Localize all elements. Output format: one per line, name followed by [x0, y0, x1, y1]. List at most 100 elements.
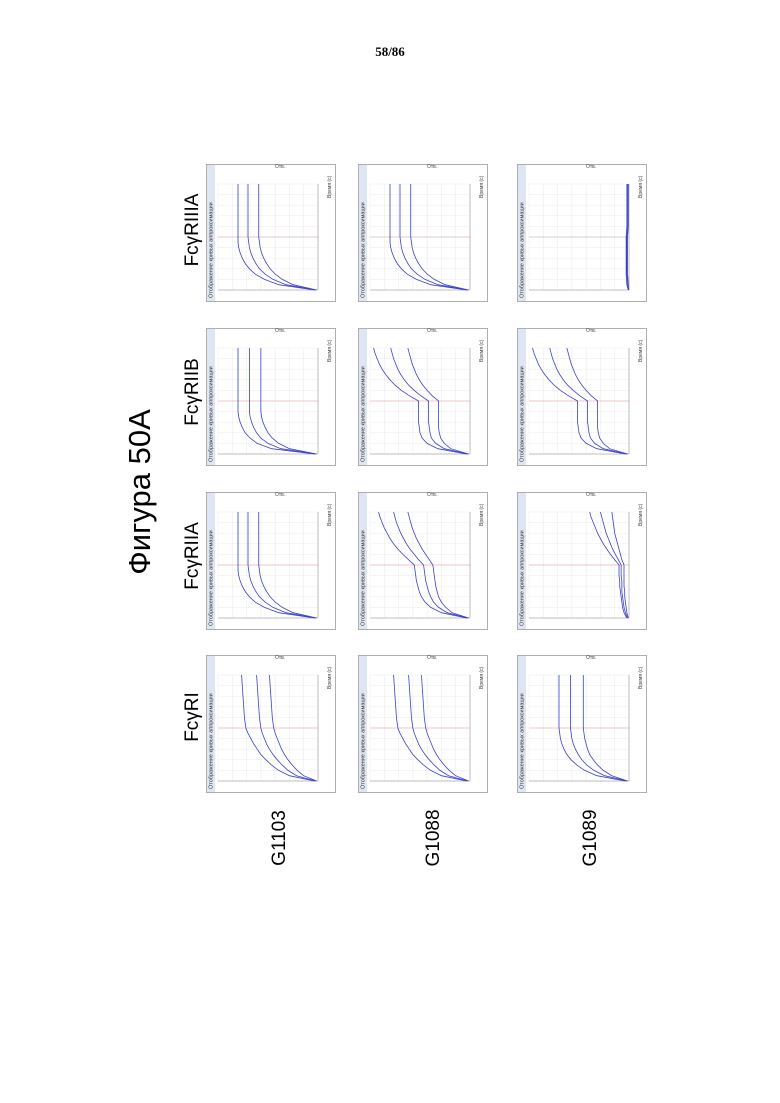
x-tick: · [319, 259, 323, 260]
x-axis-label: Время (с) [327, 175, 333, 198]
x-tick: · [319, 185, 323, 186]
x-tick: · [471, 412, 475, 413]
sensorgram-panel-g1089-fcgriib: Отображение кривых аппроксимации········… [517, 328, 647, 466]
x-axis-label: Время (с) [327, 339, 333, 362]
x-tick: · [471, 771, 475, 772]
x-tick: · [630, 513, 634, 514]
x-axis-label: Время (с) [638, 503, 644, 526]
y-axis-label: Отв. [275, 492, 285, 498]
x-tick: · [471, 555, 475, 556]
x-tick: · [471, 523, 475, 524]
y-axis-label: Отв. [586, 328, 596, 334]
x-tick: · [630, 597, 634, 598]
x-tick: · [471, 760, 475, 761]
x-tick: · [630, 444, 634, 445]
x-axis-label: Время (с) [479, 339, 485, 362]
x-tick: · [630, 238, 634, 239]
x-tick: · [471, 370, 475, 371]
sensorgram-svg: Отображение кривых аппроксимации········… [517, 328, 647, 466]
x-tick: · [471, 185, 475, 186]
panel-frame [359, 656, 488, 793]
x-axis-label: Время (с) [479, 666, 485, 689]
y-axis-label: Отв. [275, 328, 285, 334]
sensorgram-svg: Отображение кривых аппроксимации········… [358, 328, 488, 466]
x-tick: · [630, 534, 634, 535]
x-tick: · [630, 455, 634, 456]
sensorgram-panel-g1088-fcgriib: Отображение кривых аппроксимации········… [358, 328, 488, 466]
x-tick: · [630, 195, 634, 196]
panel-title: Отображение кривых аппроксимации [361, 202, 367, 298]
x-tick: · [630, 259, 634, 260]
x-tick: · [319, 444, 323, 445]
x-tick: · [630, 555, 634, 556]
x-tick: · [319, 707, 323, 708]
column-label-fcgriia: FcγRIIA [182, 522, 204, 590]
x-tick: · [471, 195, 475, 196]
x-tick: · [630, 380, 634, 381]
y-axis-label: Отв. [427, 492, 437, 498]
x-tick: · [630, 370, 634, 371]
x-tick: · [319, 760, 323, 761]
x-tick: · [319, 750, 323, 751]
panel-frame [359, 493, 488, 630]
x-tick: · [630, 686, 634, 687]
x-tick: · [319, 412, 323, 413]
x-tick: · [319, 587, 323, 588]
x-tick: · [471, 782, 475, 783]
x-axis-label: Время (с) [327, 666, 333, 689]
x-tick: · [319, 238, 323, 239]
panel-frame [207, 493, 336, 630]
sensorgram-svg: Отображение кривых аппроксимации········… [206, 164, 336, 302]
sensorgram-panel-g1088-fcgriia: Отображение кривых аппроксимации········… [358, 492, 488, 630]
x-tick: · [319, 697, 323, 698]
x-tick: · [630, 280, 634, 281]
y-axis-label: Отв. [586, 655, 596, 661]
x-tick: · [630, 587, 634, 588]
x-tick: · [471, 433, 475, 434]
page-number: 58/86 [0, 44, 780, 60]
sensorgram-panel-g1103-fcgriib: Отображение кривых аппроксимации········… [206, 328, 336, 466]
sensorgram-svg: Отображение кривых аппроксимации········… [206, 655, 336, 793]
panel-frame [359, 165, 488, 302]
x-tick: · [471, 402, 475, 403]
x-tick: · [319, 455, 323, 456]
x-tick: · [630, 576, 634, 577]
x-tick: · [319, 619, 323, 620]
panel-frame [518, 656, 647, 793]
panel-title: Отображение кривых аппроксимации [520, 530, 526, 626]
x-tick: · [319, 216, 323, 217]
x-tick: · [630, 185, 634, 186]
x-tick: · [319, 359, 323, 360]
x-tick: · [471, 750, 475, 751]
panel-frame [207, 656, 336, 793]
x-tick: · [471, 597, 475, 598]
y-axis-label: Отв. [427, 164, 437, 170]
x-tick: · [319, 597, 323, 598]
x-tick: · [319, 771, 323, 772]
x-axis-label: Время (с) [638, 175, 644, 198]
sensorgram-panel-g1103-fcgriiia: Отображение кривых аппроксимации········… [206, 164, 336, 302]
x-tick: · [630, 391, 634, 392]
x-tick: · [471, 566, 475, 567]
panel-title: Отображение кривых аппроксимации [209, 693, 215, 789]
x-tick: · [630, 544, 634, 545]
y-axis-label: Отв. [427, 328, 437, 334]
x-tick: · [630, 750, 634, 751]
x-tick: · [471, 587, 475, 588]
x-tick: · [471, 391, 475, 392]
x-tick: · [319, 676, 323, 677]
x-tick: · [319, 729, 323, 730]
x-tick: · [319, 544, 323, 545]
row-label-g1089: G1089 [580, 809, 602, 866]
x-tick: · [471, 707, 475, 708]
y-axis-label: Отв. [275, 164, 285, 170]
y-axis-label: Отв. [586, 492, 596, 498]
y-axis-label: Отв. [275, 655, 285, 661]
x-tick: · [319, 433, 323, 434]
panel-frame [518, 493, 647, 630]
x-tick: · [630, 402, 634, 403]
x-tick: · [319, 391, 323, 392]
x-tick: · [471, 423, 475, 424]
sensorgram-panel-g1088-fcgri: Отображение кривых аппроксимации········… [358, 655, 488, 793]
x-tick: · [630, 412, 634, 413]
